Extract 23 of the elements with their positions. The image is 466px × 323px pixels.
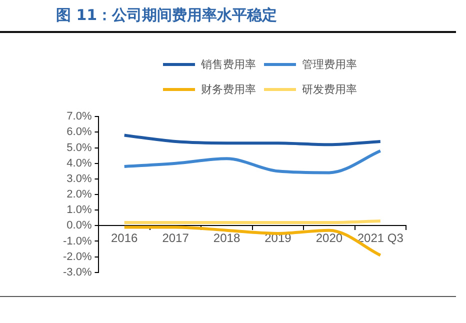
line-series (122, 134, 382, 146)
chart-title: 图 11：公司期间费用率水平稳定 (56, 6, 278, 25)
x-tick-label: 2018 (213, 231, 240, 246)
y-tick-label: -3.0% (62, 266, 92, 278)
y-tick-label: 7.0% (66, 110, 92, 123)
line-series (122, 149, 382, 174)
y-tick-label: -1.0% (62, 235, 92, 248)
y-tick-label: 4.0% (66, 157, 92, 170)
x-tick-label: 2016 (110, 231, 138, 246)
x-tick-label: 2021 Q3 (357, 231, 404, 246)
y-tick-label: 3.0% (66, 172, 92, 185)
legend-label: 销售费用率 (201, 57, 256, 72)
y-tick-label: 0.0% (66, 220, 92, 232)
legend-label: 研发费用率 (302, 82, 357, 97)
y-tick-label: 5.0% (66, 142, 92, 154)
y-tick-label: -2.0% (62, 250, 92, 263)
x-tick-label: 2017 (162, 231, 190, 246)
y-tick-label: 1.0% (66, 204, 92, 216)
legend-label: 财务费用率 (201, 82, 256, 97)
legend-label: 管理费用率 (302, 57, 357, 72)
x-tick-label: 2020 (316, 231, 343, 246)
y-tick-label: 6.0% (66, 126, 92, 138)
y-tick-label: 2.0% (66, 188, 92, 201)
